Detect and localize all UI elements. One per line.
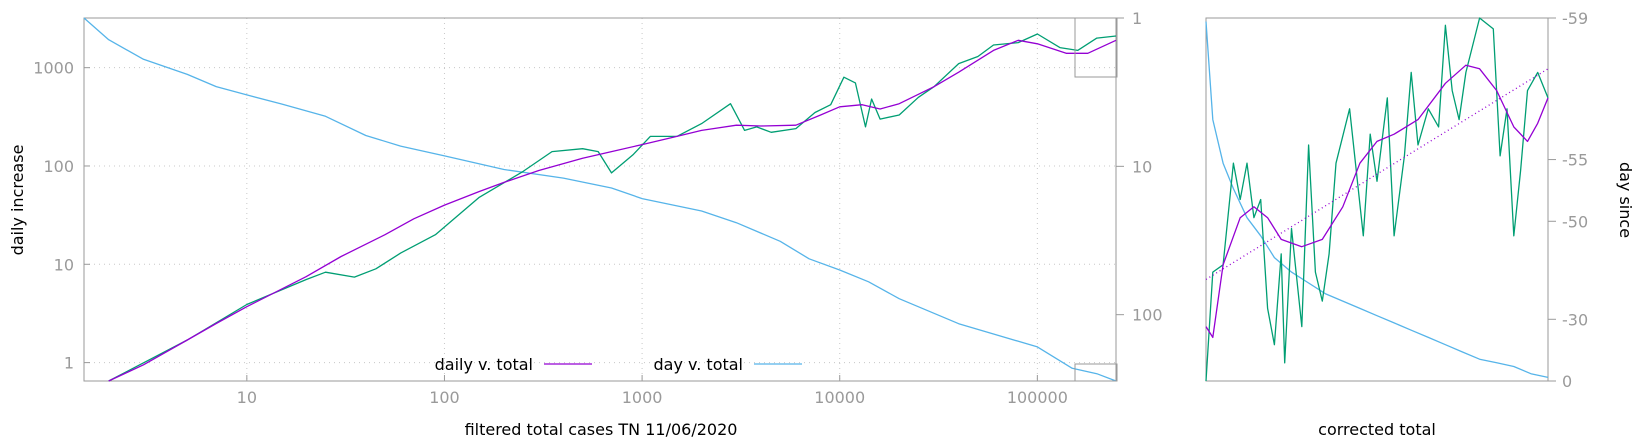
series-line-day [83, 17, 1117, 382]
x-tick-label: 100 [429, 388, 460, 407]
inset-marker-bottom [1074, 363, 1118, 382]
inset-series-group [1205, 17, 1549, 382]
inset-y2-tick-label: 0 [1562, 372, 1572, 391]
legend-label-day: day v. total [654, 355, 744, 374]
y2-tick-label: 10 [1132, 157, 1152, 176]
inset-series-line-day [1205, 21, 1549, 379]
inset-y2-axis-title: day since [1616, 162, 1635, 238]
inset-trend-line [1205, 68, 1549, 280]
inset-y2-tick-label: -59 [1562, 9, 1588, 28]
inset-chart: -59 -55 -50 -30 0 corrected total day since [1205, 9, 1635, 439]
main-chart: 10 100 1000 10000 100000 1 10 100 1000 1 10 100 f… [8, 9, 1163, 439]
inset-plot-frame [1205, 17, 1549, 382]
grid-lines [84, 18, 1116, 381]
series-line-raw [108, 33, 1117, 382]
series-group [83, 17, 1117, 382]
inset-y2-tick-label: -30 [1562, 310, 1588, 329]
inset-y2-tick-label: -55 [1562, 151, 1588, 170]
legend: daily v. total day v. total [435, 355, 802, 374]
y2-tick-label: 1 [1132, 9, 1142, 28]
x-axis-ticks: 10 100 1000 10000 100000 [237, 375, 1068, 407]
inset-y2-axis-ticks: -59 -55 -50 -30 0 [1548, 9, 1588, 391]
inset-marker-top [1074, 17, 1118, 78]
y-axis-title: daily increase [8, 145, 27, 256]
y-tick-label: 1000 [33, 59, 74, 78]
y2-tick-label: 100 [1132, 306, 1163, 325]
y-axis-ticks: 1 10 100 1000 [33, 59, 90, 373]
legend-label-daily: daily v. total [435, 355, 533, 374]
plot-frame [83, 17, 1117, 382]
x-tick-label: 10000 [814, 388, 865, 407]
x-tick-label: 10 [237, 388, 257, 407]
inset-series-line-daily [1205, 64, 1549, 339]
y2-axis-ticks: 1 10 100 [1116, 9, 1163, 325]
y-tick-label: 1 [64, 354, 74, 373]
x-axis-title: filtered total cases TN 11/06/2020 [465, 420, 738, 439]
inset-y2-tick-label: -50 [1562, 212, 1588, 231]
inset-x-axis-title: corrected total [1318, 420, 1436, 439]
x-tick-label: 1000 [622, 388, 663, 407]
y-tick-label: 10 [54, 255, 74, 274]
y-tick-label: 100 [43, 157, 74, 176]
series-line-daily [108, 39, 1117, 382]
x-tick-label: 100000 [1007, 388, 1068, 407]
inset-series-line-raw [1205, 17, 1549, 382]
